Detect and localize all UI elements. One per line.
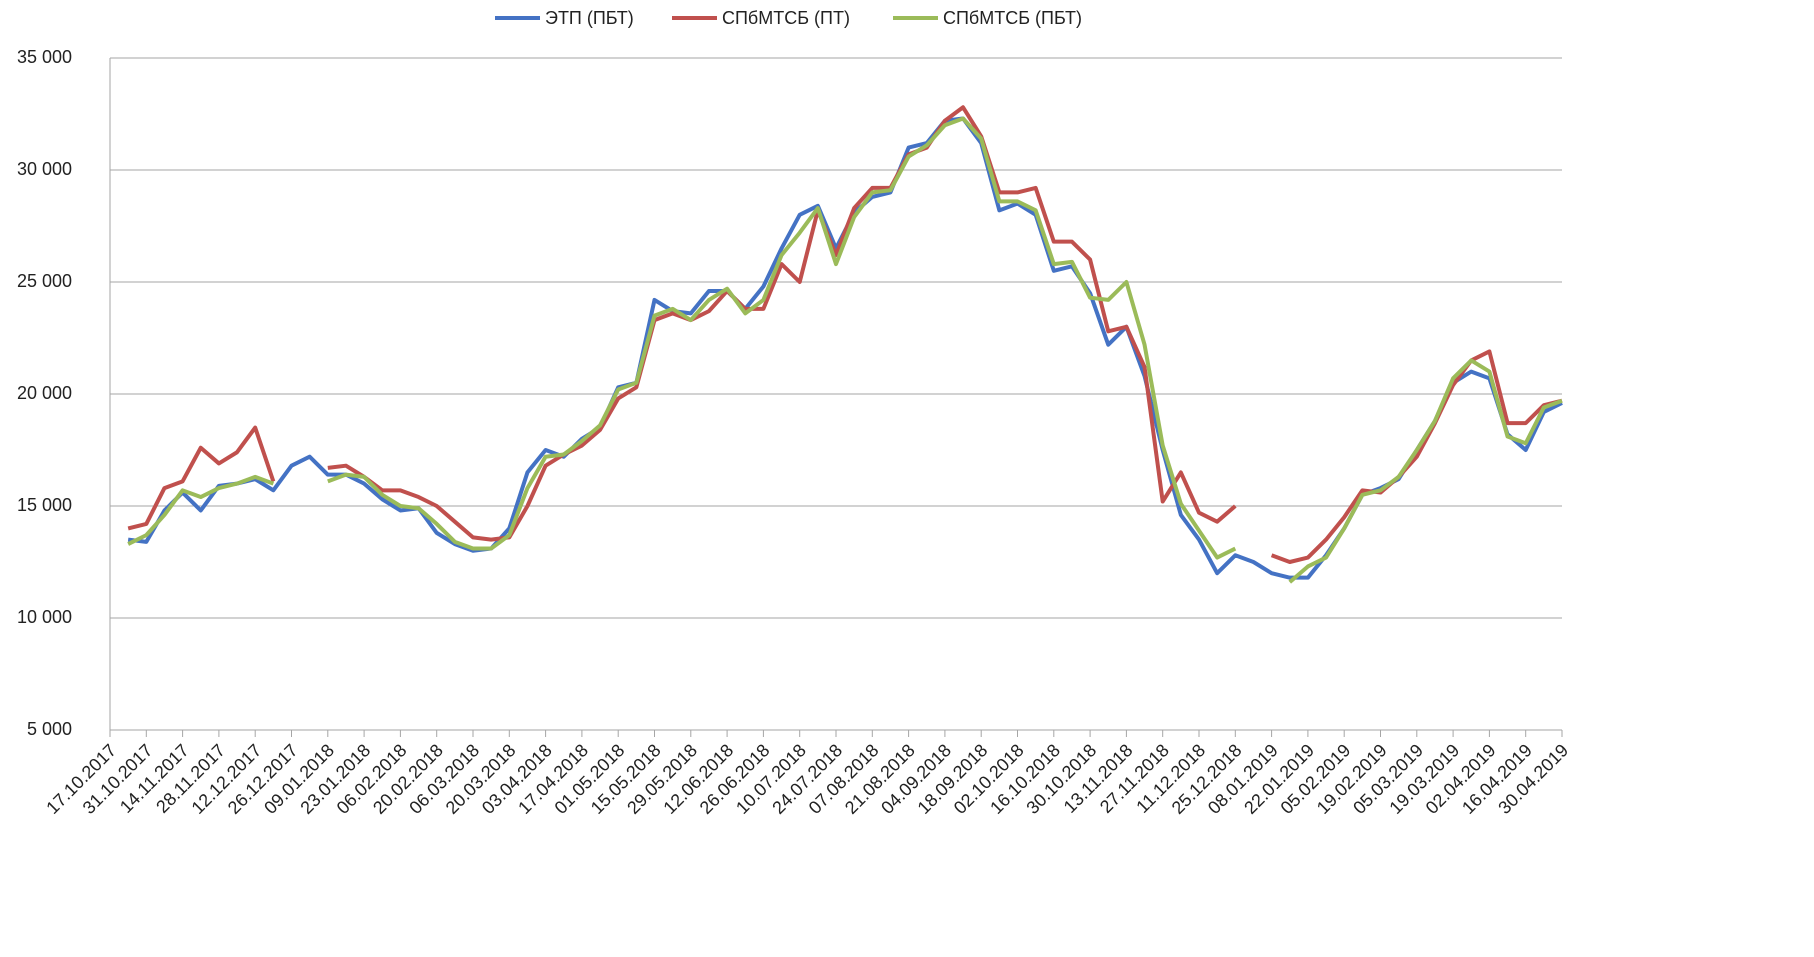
y-tick-label: 30 000 [17, 159, 72, 179]
y-tick-label: 5 000 [27, 719, 72, 739]
series-line [1288, 358, 1563, 584]
legend-label: СПбМТСБ (ПБТ) [943, 8, 1082, 28]
legend-label: СПбМТСБ (ПТ) [722, 8, 850, 28]
y-tick-label: 20 000 [17, 383, 72, 403]
series-line [127, 116, 1563, 580]
y-tick-label: 10 000 [17, 607, 72, 627]
y-tick-label: 25 000 [17, 271, 72, 291]
y-tick-label: 15 000 [17, 495, 72, 515]
legend-label: ЭТП (ПБТ) [545, 8, 634, 28]
series-line [327, 116, 1237, 560]
series-line [327, 105, 1237, 542]
series-line [127, 425, 276, 531]
series-line [1270, 349, 1563, 564]
series-line [127, 474, 275, 546]
y-tick-label: 35 000 [17, 47, 72, 67]
